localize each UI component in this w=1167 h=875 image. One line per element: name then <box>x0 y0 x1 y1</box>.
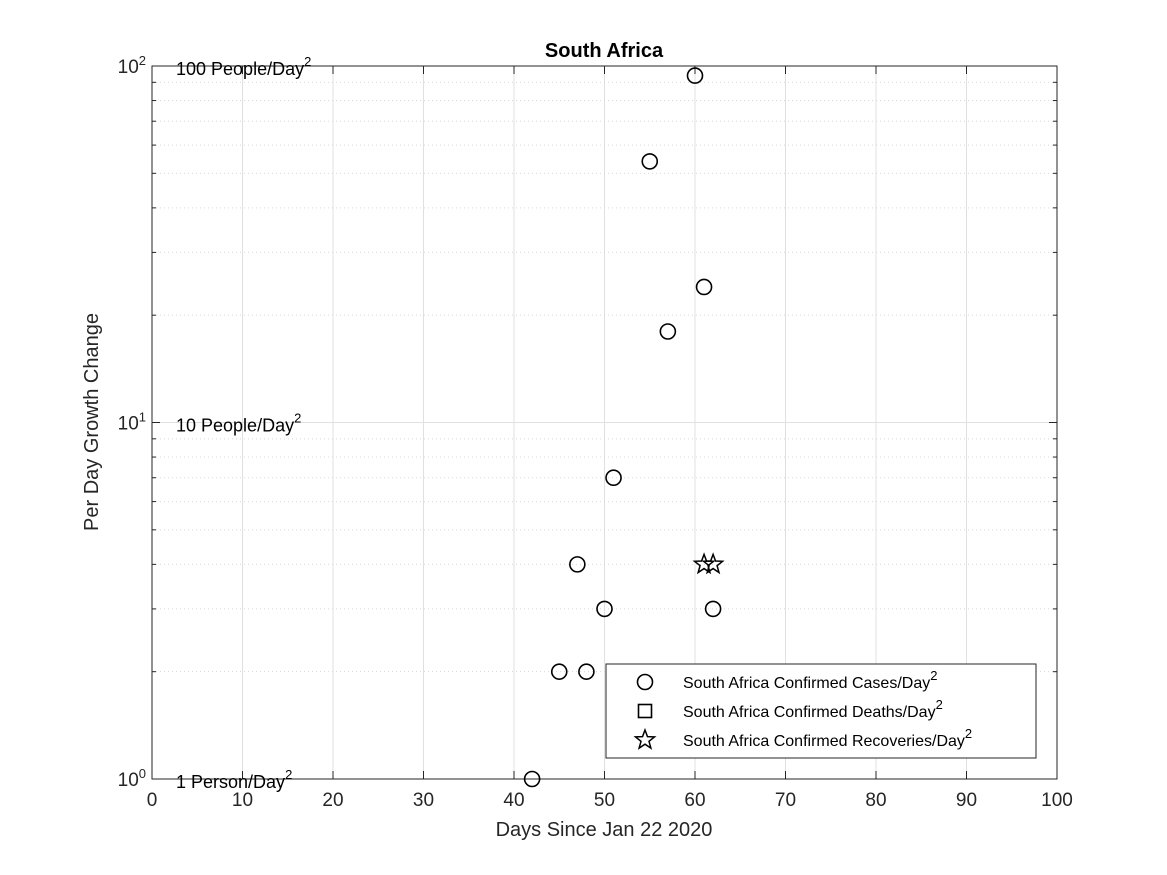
legend-marker-circle <box>636 673 654 691</box>
y-axis-label: Per Day Growth Change <box>81 313 103 531</box>
y-tick-label: 101 <box>118 410 146 435</box>
x-tick-label: 20 <box>322 790 343 811</box>
legend-entry-label: South Africa Confirmed Recoveries/Day2 <box>683 726 972 750</box>
x-tick-label: 70 <box>775 790 796 811</box>
case-point <box>686 67 704 84</box>
chart-title: South Africa <box>545 40 664 62</box>
case-point <box>569 556 586 573</box>
legend-entry-label: South Africa Confirmed Deaths/Day2 <box>683 697 943 721</box>
case-point <box>605 469 622 487</box>
data-points <box>523 67 725 788</box>
case-point <box>550 663 568 680</box>
x-tick-label: 30 <box>413 790 434 811</box>
case-point <box>578 663 595 680</box>
legend-marker-square <box>637 703 653 719</box>
case-point <box>695 278 713 296</box>
x-tick-label: 0 <box>147 790 158 811</box>
x-tick-label: 50 <box>594 790 615 811</box>
case-point <box>523 770 541 788</box>
x-tick-label: 90 <box>956 790 977 811</box>
legend-marker-star <box>633 727 657 750</box>
legend-box <box>605 663 1037 759</box>
case-point <box>641 153 659 170</box>
x-axis-label: Days Since Jan 22 2020 <box>496 819 713 841</box>
annotations: 1 Person/Day2 10 People/Day2 100 People/Da… <box>176 54 311 792</box>
reference-annotation: 1 Person/Day2 <box>176 767 292 792</box>
legend: South Africa Confirmed Cases/Day2 South A… <box>605 663 1037 759</box>
y-tick-label: 100 <box>118 766 146 791</box>
x-tick-label: 80 <box>865 790 886 811</box>
reference-annotation: 10 People/Day2 <box>176 411 301 436</box>
x-tick-label: 60 <box>684 790 705 811</box>
y-tick-label: 102 <box>118 53 146 78</box>
x-tick-label: 100 <box>1041 790 1073 811</box>
x-tick-label: 10 <box>232 790 253 811</box>
case-point <box>596 600 613 618</box>
reference-annotation: 100 People/Day2 <box>176 54 311 79</box>
legend-entry-label: South Africa Confirmed Cases/Day2 <box>683 668 937 692</box>
case-point <box>704 600 722 618</box>
case-point <box>659 323 677 340</box>
x-tick-label: 40 <box>503 790 524 811</box>
axes: 0 10 20 30 40 50 60 70 80 90 100 100 101 102 <box>118 53 1073 811</box>
recovery-point <box>701 552 725 575</box>
